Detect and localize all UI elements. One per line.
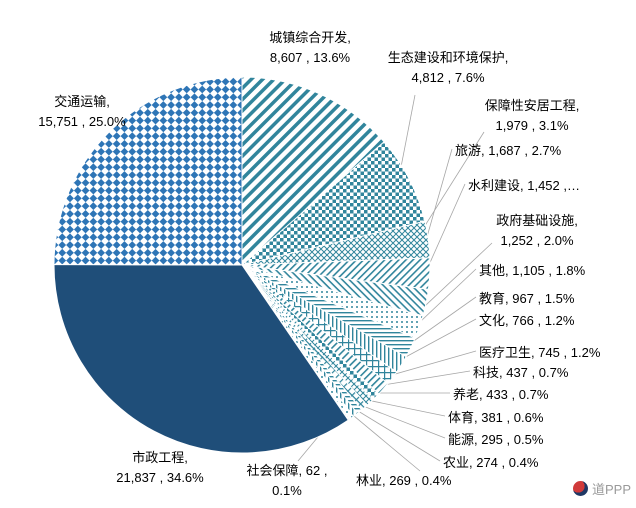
leader-line-15	[343, 406, 421, 472]
watermark: 道PPP	[572, 479, 631, 498]
leader-line-14	[347, 404, 441, 462]
pie-slice-18	[53, 76, 243, 266]
pie-slice-17	[53, 263, 349, 454]
watermark-text: 道PPP	[591, 482, 631, 497]
leader-line-13	[351, 401, 446, 439]
watermark-logo-icon	[572, 481, 588, 496]
leader-line-2	[414, 131, 485, 242]
pie-slices	[53, 76, 431, 454]
pie-slice-0	[241, 76, 385, 267]
